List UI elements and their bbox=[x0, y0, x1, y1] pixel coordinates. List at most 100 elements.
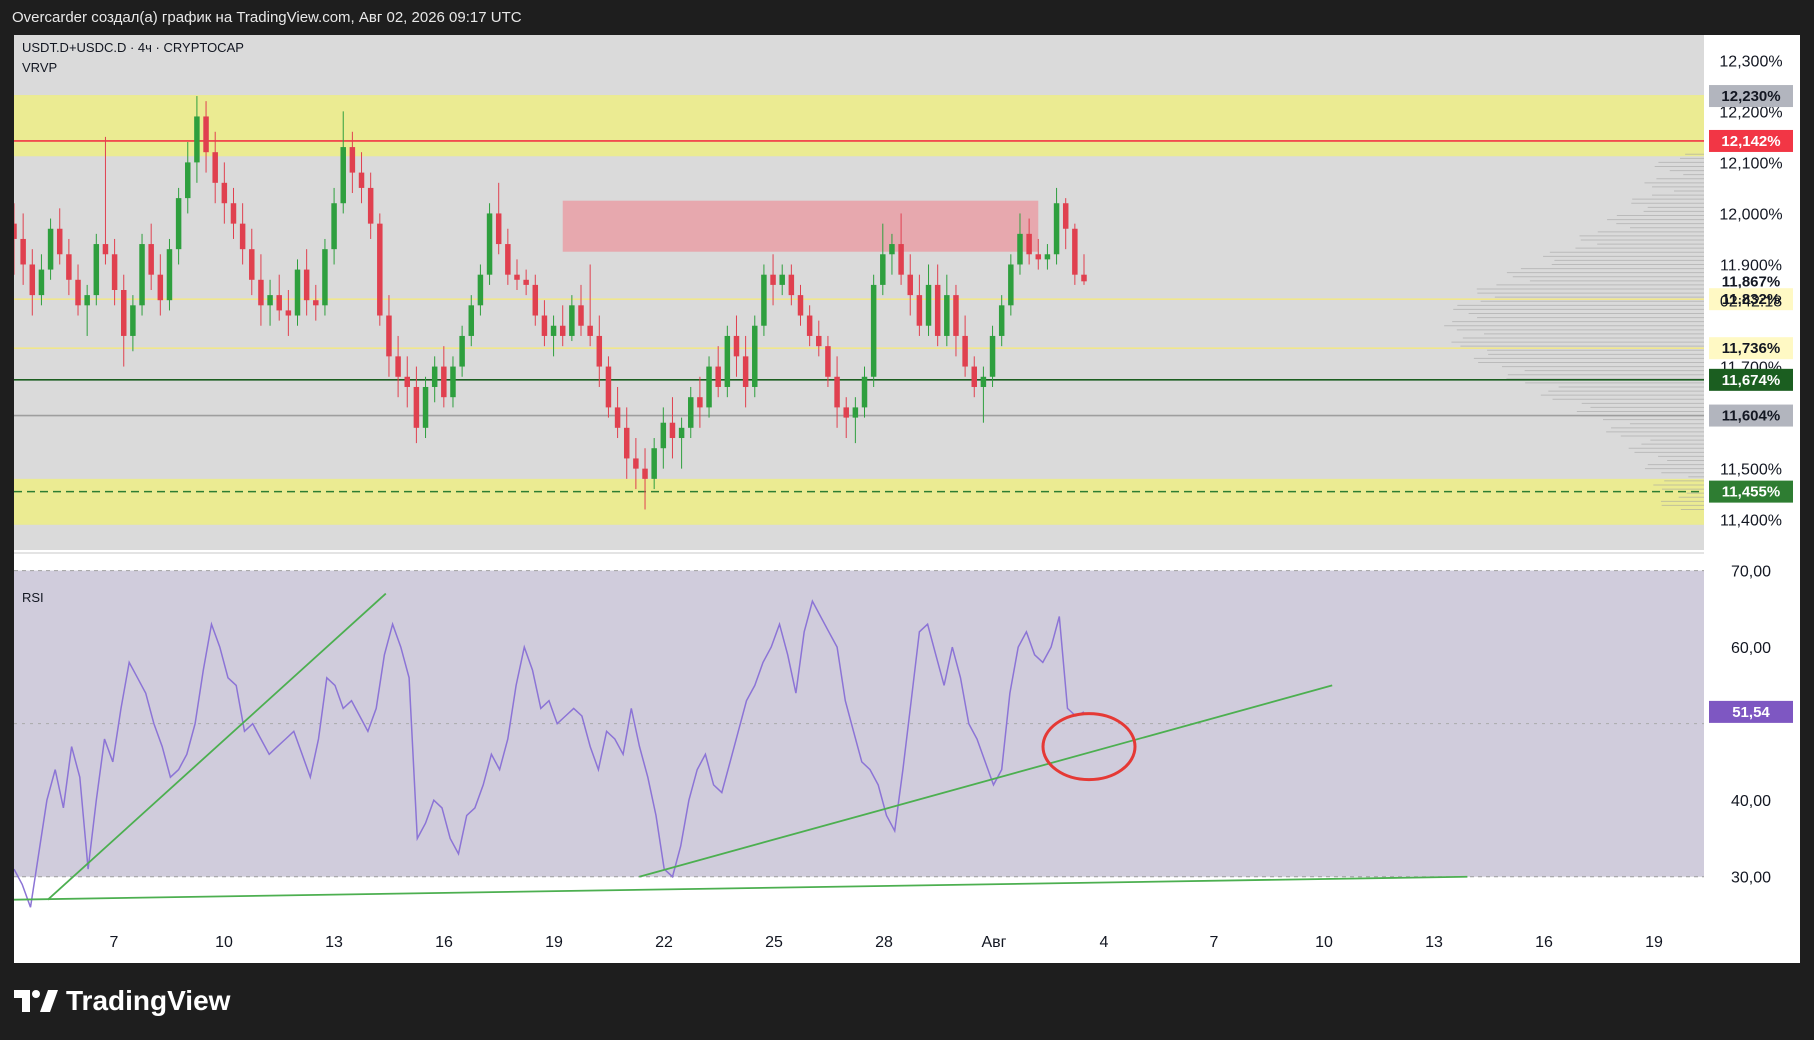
price-tag bbox=[1709, 129, 1793, 152]
candle-body bbox=[377, 223, 383, 316]
candle-body bbox=[550, 325, 557, 336]
candle-body bbox=[468, 305, 475, 336]
price-tag bbox=[1709, 270, 1793, 293]
candle-body bbox=[111, 254, 118, 290]
candle-body bbox=[623, 427, 630, 459]
rsi-legend[interactable]: RSI bbox=[22, 590, 44, 605]
candle-body bbox=[1035, 254, 1042, 260]
time-tick-label: 22 bbox=[655, 934, 673, 951]
candle-body bbox=[541, 315, 548, 336]
rsi-trendline bbox=[47, 592, 387, 901]
price-tag bbox=[1709, 85, 1793, 108]
time-tick-label: 4 bbox=[1100, 934, 1109, 951]
candle-body bbox=[788, 274, 795, 296]
candle-body bbox=[752, 325, 758, 387]
time-tick-label: 13 bbox=[325, 934, 343, 951]
candle-body bbox=[194, 116, 200, 163]
time-tick-label: 28 bbox=[875, 934, 893, 951]
candle-body bbox=[779, 274, 785, 285]
candle-body bbox=[1053, 203, 1060, 255]
candle-body bbox=[486, 213, 493, 275]
chart-caption: Overcarder создал(а) график на TradingVi… bbox=[12, 9, 522, 26]
candle-body bbox=[38, 269, 45, 296]
candle-body bbox=[907, 274, 913, 296]
brand-name: TradingView bbox=[66, 985, 231, 1016]
candle-body bbox=[870, 284, 877, 377]
time-tick-label: 19 bbox=[545, 934, 563, 951]
candle-body bbox=[1062, 203, 1069, 229]
vrvp-legend[interactable]: VRVP bbox=[22, 60, 57, 75]
candle-body bbox=[175, 198, 182, 250]
candle-body bbox=[916, 295, 923, 326]
candle-body bbox=[697, 397, 703, 408]
time-tick-label: 10 bbox=[215, 934, 233, 951]
candle-body bbox=[559, 325, 566, 336]
candle-body bbox=[1026, 233, 1032, 255]
price-tag-label: 11,604% bbox=[1722, 408, 1780, 425]
candle-body bbox=[1081, 274, 1087, 282]
chart-svg[interactable]: 12,300%12,200%12,100%12,000%11,900%11,70… bbox=[14, 35, 1800, 963]
price-tick-label: 12,300% bbox=[1719, 53, 1782, 70]
candle-body bbox=[944, 295, 950, 336]
price-tag bbox=[1709, 368, 1793, 391]
tradingview-brand[interactable]: TradingView bbox=[14, 985, 230, 1017]
highlight-circle bbox=[1041, 712, 1137, 782]
candle-body bbox=[203, 116, 209, 153]
price-tag-label: 12,142% bbox=[1721, 133, 1780, 150]
time-tick-label: 7 bbox=[110, 934, 119, 951]
candle-body bbox=[642, 468, 648, 479]
price-tick-label: 12,100% bbox=[1719, 155, 1782, 172]
candle-body bbox=[303, 269, 310, 301]
candle-body bbox=[185, 162, 191, 199]
rsi-tick-label: 60,00 bbox=[1731, 640, 1771, 657]
candle-body bbox=[47, 228, 54, 270]
zone-support-resistance bbox=[14, 478, 1704, 525]
time-tick-label: 10 bbox=[1315, 934, 1333, 951]
candle-body bbox=[404, 376, 410, 387]
candle-body bbox=[121, 290, 127, 336]
candle-body bbox=[1008, 264, 1014, 306]
time-tick-label: 19 bbox=[1645, 934, 1663, 951]
candle-body bbox=[816, 335, 822, 347]
candle-body bbox=[962, 335, 968, 367]
candle-body bbox=[349, 147, 356, 173]
candle-body bbox=[514, 274, 520, 280]
candle-body bbox=[157, 274, 164, 301]
candle-body bbox=[898, 244, 904, 275]
price-tag-label: 11,455% bbox=[1722, 484, 1780, 501]
candle-body bbox=[578, 305, 584, 326]
candle-body bbox=[441, 366, 447, 398]
candle-body bbox=[294, 269, 301, 316]
candle-body bbox=[770, 274, 776, 285]
candle-body bbox=[84, 295, 90, 306]
price-tag-label: 12,230% bbox=[1721, 88, 1780, 105]
symbol-legend[interactable]: USDT.D+USDC.D · 4ч · CRYPTOCAP bbox=[22, 40, 244, 55]
candle-body bbox=[633, 458, 639, 469]
candle-body bbox=[386, 315, 392, 357]
time-tick-label: 7 bbox=[1210, 934, 1219, 951]
price-tick-label: 11,900% bbox=[1720, 257, 1782, 274]
candle-body bbox=[834, 376, 840, 408]
candle-body bbox=[1044, 254, 1051, 260]
rsi-band bbox=[14, 570, 1704, 877]
candle-body bbox=[139, 244, 145, 306]
candle-body bbox=[166, 249, 173, 301]
candle-body bbox=[331, 203, 337, 250]
candle-body bbox=[971, 366, 977, 387]
candle-body bbox=[953, 295, 959, 336]
candle-body bbox=[20, 238, 26, 265]
rsi-tick-label: 70,00 bbox=[1731, 564, 1771, 581]
zone-support-resistance bbox=[14, 95, 1704, 157]
candle-body bbox=[258, 279, 264, 306]
candle-body bbox=[285, 310, 292, 316]
price-tag bbox=[1709, 480, 1793, 503]
candle-body bbox=[230, 203, 237, 224]
candle-body bbox=[614, 407, 621, 428]
candle-body bbox=[660, 422, 667, 449]
candle-body bbox=[980, 376, 987, 387]
candle-body bbox=[413, 386, 420, 428]
candle-body bbox=[93, 244, 100, 296]
chart-panel[interactable]: 12,300% 12,200% 12,100% 12,000% 11,900% 11,70… bbox=[14, 35, 1800, 963]
candle-body bbox=[102, 244, 109, 255]
candle-body bbox=[605, 366, 612, 408]
